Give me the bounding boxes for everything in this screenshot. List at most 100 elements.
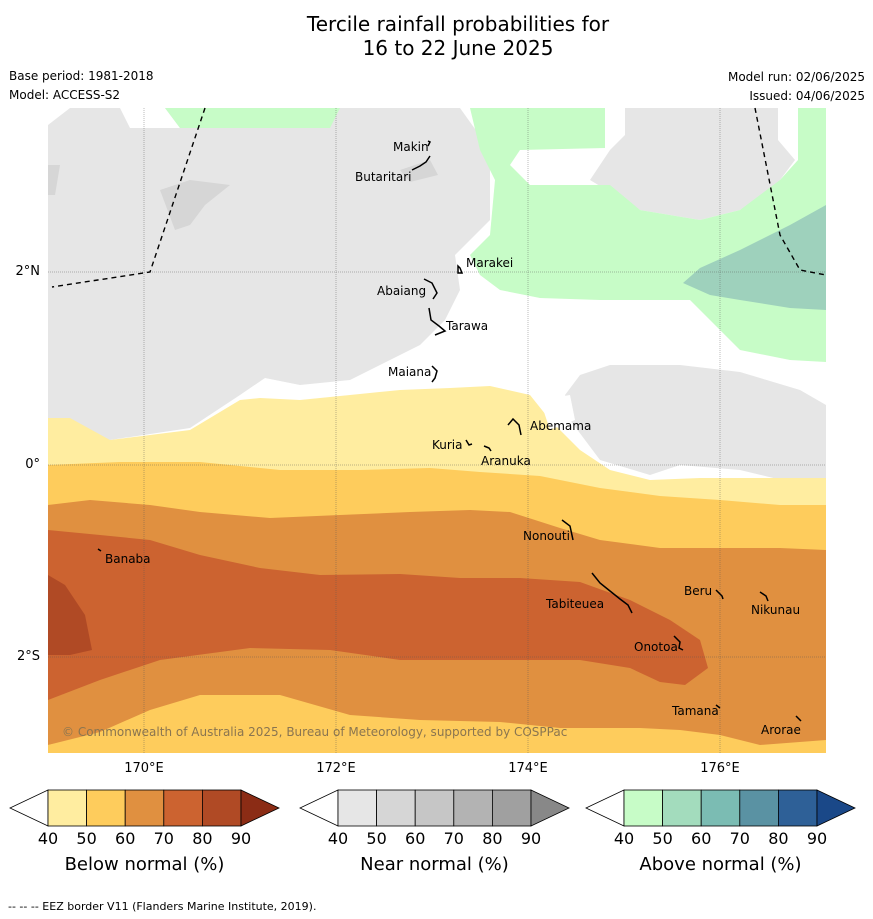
colorbar-tick-label: 40 — [37, 829, 59, 848]
label-makin: Makin — [393, 140, 429, 154]
label-tarawa: Tarawa — [445, 319, 488, 333]
model-run: Model run: 02/06/2025 — [727, 70, 865, 84]
map-gap — [540, 395, 575, 430]
label-tabiteuea: Tabiteuea — [545, 597, 604, 611]
lat-tick-2s: 2°S — [16, 649, 40, 664]
colorbar-segment — [662, 789, 702, 827]
lat-tick-0: 0° — [25, 457, 40, 472]
colorbar-max-extension — [816, 789, 856, 827]
lon-tick-174e: 174°E — [508, 761, 548, 776]
colorbar-tick-label: 80 — [768, 829, 789, 848]
island-maiana — [431, 365, 438, 383]
colorbar-segment — [700, 789, 741, 827]
eez-border — [51, 107, 827, 288]
colorbar-segment — [778, 789, 818, 827]
lon-tick-176e: 176°E — [700, 761, 740, 776]
colorbar-tick-label: 60 — [115, 829, 136, 848]
colorbar-tick-label: 90 — [520, 829, 542, 848]
eez-border-west — [51, 107, 206, 288]
label-arorae: Arorae — [761, 723, 801, 737]
below-normal-south — [48, 697, 580, 753]
colorbar-segment — [453, 789, 493, 827]
island-nonouti — [561, 519, 574, 541]
colorbar-tick-label: 90 — [230, 829, 252, 848]
base-period: Base period: 1981-2018 — [9, 69, 154, 83]
island-abaiang — [423, 278, 438, 300]
colorbar-max-extension — [530, 789, 570, 827]
colorbar-segment — [376, 789, 416, 827]
label-nonouti: Nonouti — [523, 529, 570, 543]
below-normal-80-90 — [48, 575, 92, 655]
islands — [97, 140, 802, 722]
model-name: Model: ACCESS-S2 — [9, 88, 121, 102]
label-nikunau: Nikunau — [751, 603, 800, 617]
label-marakei: Marakei — [466, 256, 513, 270]
colorbar-title: Near normal (%) — [360, 854, 509, 875]
colorbar-min-extension — [9, 789, 49, 827]
island-onotoa — [673, 635, 684, 651]
label-kuria: Kuria — [432, 438, 463, 452]
island-arorae — [795, 715, 802, 722]
island-tabiteuea — [591, 572, 633, 614]
colorbar-tick-label: 80 — [482, 829, 503, 848]
island-marakei — [457, 264, 464, 274]
near-normal-area-west — [48, 108, 490, 440]
lat-tick-2n: 2°N — [15, 264, 41, 279]
above-normal-area-darker — [683, 205, 826, 310]
near-normal-area-inset — [400, 160, 438, 182]
island-butaritari — [411, 155, 431, 171]
colorbar-tick-label: 70 — [153, 829, 174, 848]
title-line-1: Tercile rainfall probabilities for — [306, 12, 610, 36]
colorbar-segment — [124, 789, 165, 827]
colorbar-tick-label: 80 — [192, 829, 213, 848]
colorbar-title: Below normal (%) — [64, 854, 225, 875]
island-abemama — [507, 417, 522, 436]
colorbar-min-extension — [585, 789, 625, 827]
colorbar-tick-label: 50 — [652, 829, 673, 848]
colorbar-tick-label: 40 — [327, 829, 349, 848]
colorbar-segment — [623, 789, 663, 827]
colorbar-tick-label: 70 — [729, 829, 750, 848]
map-title: Tercile rainfall probabilities for 16 to… — [0, 12, 873, 60]
island-beru — [715, 589, 724, 600]
colorbars — [9, 789, 856, 827]
colorbar-segment — [414, 789, 455, 827]
island-aranuka — [483, 445, 492, 452]
label-tamana: Tamana — [671, 704, 719, 718]
colorbar-max-extension — [240, 789, 280, 827]
near-normal-area-inset — [160, 180, 230, 230]
label-butaritari: Butaritari — [355, 170, 412, 184]
lon-tick-170e: 170°E — [124, 761, 164, 776]
island-makin — [427, 140, 432, 147]
label-abemama: Abemama — [530, 419, 591, 433]
island-banaba — [97, 548, 102, 552]
eez-footnote: -- -- -- EEZ border V11 (Flanders Marine… — [8, 900, 317, 913]
colorbar-segment — [337, 789, 377, 827]
near-normal-area-inset — [48, 165, 60, 195]
colorbar-tick-label: 60 — [691, 829, 712, 848]
lon-tick-172e: 172°E — [316, 761, 356, 776]
label-onotoa: Onotoa — [634, 640, 678, 654]
colorbar-tick-label: 50 — [366, 829, 387, 848]
label-beru: Beru — [684, 584, 712, 598]
below-normal-70-80 — [48, 530, 708, 700]
label-maiana: Maiana — [388, 365, 431, 379]
near-normal-area-east — [565, 365, 826, 482]
near-normal-area-northeast — [590, 108, 795, 220]
label-aranuka: Aranuka — [481, 454, 531, 468]
island-tamana — [715, 704, 721, 709]
colorbar-segment — [201, 789, 242, 827]
island-nikunau — [759, 591, 769, 602]
copyright-notice: © Commonwealth of Australia 2025, Bureau… — [62, 725, 567, 739]
label-banaba: Banaba — [105, 552, 151, 566]
island-kuria — [465, 439, 473, 446]
issued-date: Issued: 04/06/2025 — [749, 89, 865, 103]
colorbar-segment — [491, 789, 532, 827]
colorbar-segment — [163, 789, 203, 827]
colorbar-segment — [86, 789, 126, 827]
colorbar-min-extension — [299, 789, 339, 827]
map-gap — [120, 108, 180, 128]
colorbar-title: Above normal (%) — [639, 854, 802, 875]
label-abaiang: Abaiang — [377, 284, 426, 298]
